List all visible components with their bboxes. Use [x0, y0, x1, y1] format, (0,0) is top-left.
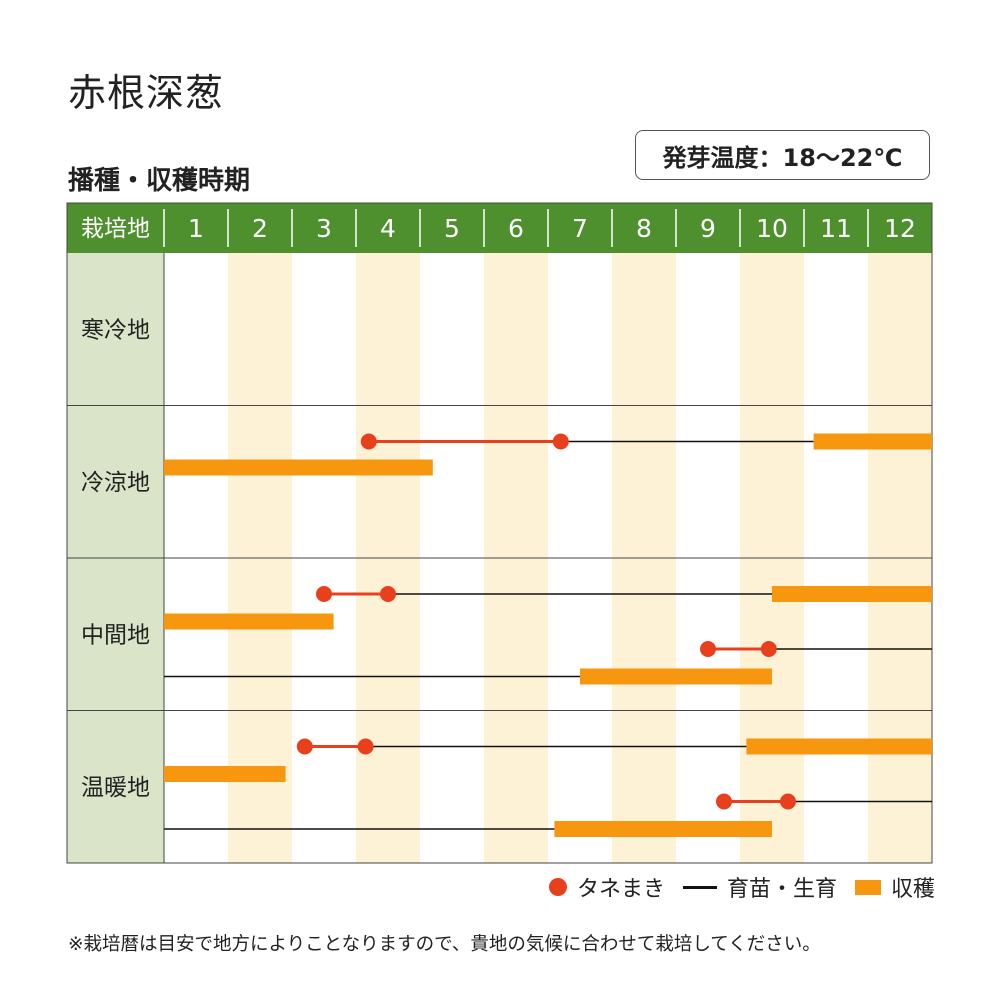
month-label: 7 [572, 214, 588, 243]
month-label: 5 [444, 214, 460, 243]
germination-temperature-badge: 発芽温度：18～22℃ [635, 130, 930, 180]
legend-label-sowing: タネまき [576, 877, 665, 902]
sowing-end-dot [780, 793, 796, 810]
header-label: 栽培地 [81, 216, 150, 242]
harvest-bar-icon [854, 879, 881, 895]
harvest-bar [164, 766, 286, 782]
header-band [67, 203, 932, 253]
sowing-dot-icon [548, 878, 567, 896]
region-label: 中間地 [81, 622, 150, 648]
legend-label-growth: 育苗・生育 [726, 877, 837, 902]
month-label: 6 [508, 214, 524, 243]
sowing-start-dot [316, 586, 332, 602]
region-label: 寒冷地 [81, 317, 150, 343]
sowing-start-dot [700, 641, 716, 657]
month-label: 12 [884, 214, 916, 243]
month-label: 2 [252, 214, 268, 243]
month-label: 9 [700, 214, 716, 243]
sowing-start-dot [360, 433, 377, 450]
harvest-bar [813, 433, 932, 450]
harvest-bar [554, 821, 772, 837]
harvest-bar [580, 668, 772, 685]
sowing-start-dot [296, 738, 313, 755]
harvest-bar [164, 613, 334, 630]
page-title: 赤根深葱 [68, 71, 225, 115]
legend-label-harvest: 収穫 [890, 877, 935, 902]
sowing-end-dot [357, 738, 374, 755]
month-label: 10 [756, 214, 788, 243]
month-label: 4 [380, 214, 396, 243]
legend-item-harvest: 収穫 [854, 871, 935, 903]
legend-item-growth: 育苗・生育 [682, 871, 837, 903]
sowing-end-dot [760, 641, 777, 657]
month-label: 8 [636, 214, 652, 243]
month-label: 3 [316, 214, 332, 243]
growth-line-icon [682, 885, 717, 889]
sowing-start-dot [716, 793, 732, 810]
chart-subtitle: 播種・収穫時期 [68, 166, 251, 196]
region-label: 冷涼地 [81, 470, 150, 496]
legend-item-sowing: タネまき [548, 871, 665, 903]
sowing-end-dot [552, 433, 569, 450]
sowing-end-dot [380, 586, 396, 602]
footnote: ※栽培暦は目安で地方によりことなりますので、貴地の気候に合わせて栽培してください… [68, 934, 821, 955]
harvest-bar [772, 586, 932, 602]
harvest-bar [164, 459, 433, 476]
chart-border [66, 202, 933, 864]
region-label: 温暖地 [81, 775, 150, 801]
chart-legend: タネまき 育苗・生育 収穫 [505, 870, 935, 904]
harvest-bar [746, 738, 932, 755]
month-label: 1 [188, 214, 204, 243]
month-label: 11 [820, 214, 852, 243]
